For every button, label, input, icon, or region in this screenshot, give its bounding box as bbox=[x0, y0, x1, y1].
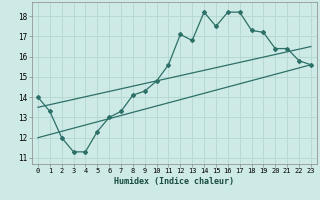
X-axis label: Humidex (Indice chaleur): Humidex (Indice chaleur) bbox=[115, 177, 234, 186]
